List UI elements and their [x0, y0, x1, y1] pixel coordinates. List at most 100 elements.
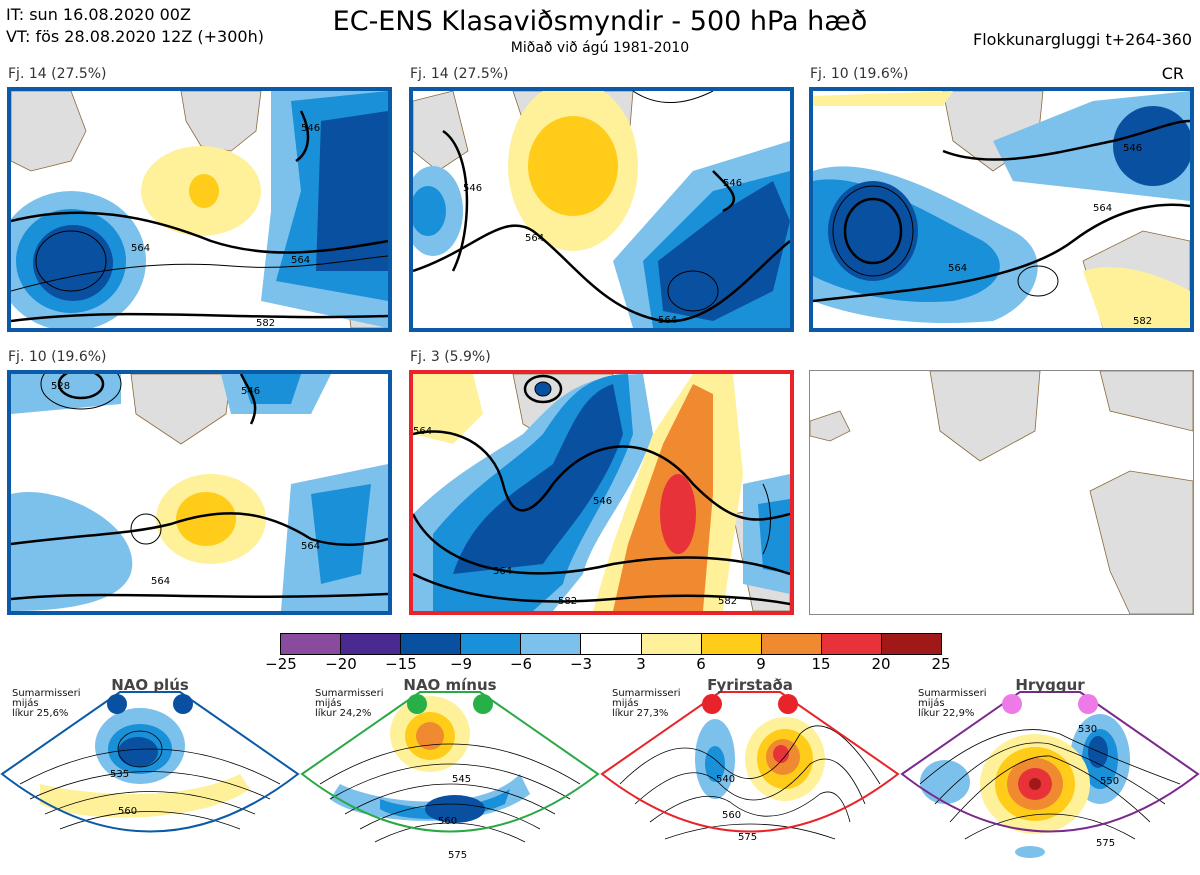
cluster-map-3: 564 564 546 582	[809, 87, 1194, 332]
svg-text:564: 564	[948, 263, 967, 274]
regime-1-contour-a: 535	[110, 769, 129, 780]
regime-3-period: mijás	[612, 698, 639, 709]
regime-text-4: Sumarmisseri mijás líkur 22,9%	[918, 689, 986, 719]
regime-1-contour-b: 560	[118, 806, 137, 817]
colorbar-tick-label: 25	[931, 655, 951, 673]
svg-text:582: 582	[256, 318, 275, 328]
regime-1-probability: líkur 25,6%	[12, 708, 69, 719]
regime-4-dot-right	[1078, 694, 1098, 714]
svg-text:546: 546	[301, 123, 320, 134]
svg-text:564: 564	[151, 576, 170, 587]
colorbar-tick-label: −20	[325, 655, 357, 673]
regime-2-period: mijás	[315, 698, 342, 709]
colorbar-segment	[521, 634, 582, 654]
regime-3-season: Sumarmisseri	[612, 688, 681, 699]
cluster-map-5: 564 546 564 582 582	[409, 370, 794, 615]
regime-4-contour-b: 550	[1100, 776, 1119, 787]
regime-title-1: NAO plús	[111, 676, 189, 694]
regime-4-season: Sumarmisseri	[918, 688, 987, 699]
colorbar-tick-label: −3	[569, 655, 593, 673]
svg-text:546: 546	[1123, 143, 1142, 154]
svg-text:564: 564	[291, 255, 310, 266]
regime-2-contour-a: 545	[452, 774, 471, 785]
regime-nao-plus-map: 535 560	[0, 691, 300, 833]
regime-3-contour-a: 540	[716, 774, 735, 785]
regime-3-contour-b: 560	[722, 810, 741, 821]
svg-text:546: 546	[593, 496, 612, 507]
base-map	[809, 370, 1194, 615]
colorbar-segment	[821, 634, 882, 654]
colorbar-tick-label: −25	[265, 655, 297, 673]
regime-2-dot-right	[473, 694, 493, 714]
colorbar-segment	[341, 634, 402, 654]
svg-text:582: 582	[558, 596, 577, 607]
colorbar-tick-label: 15	[811, 655, 831, 673]
colorbar-tick-label: 6	[696, 655, 706, 673]
svg-text:564: 564	[131, 243, 150, 254]
svg-text:564: 564	[525, 233, 544, 244]
cluster-label-5: Fj. 3 (5.9%)	[410, 349, 491, 365]
classification-window: Flokkunargluggi t+264-360	[973, 30, 1192, 49]
regime-4-contour-a: 530	[1078, 724, 1097, 735]
regime-4-period: mijás	[918, 698, 945, 709]
cluster-label-1: Fj. 14 (27.5%)	[8, 66, 107, 82]
regime-1-period: mijás	[12, 698, 39, 709]
regime-ridge-map: 530 550 575	[900, 691, 1200, 858]
colorbar-segment	[581, 634, 642, 654]
cluster-map-2: 564 564 546 546	[409, 87, 794, 332]
cluster-label-4: Fj. 10 (19.6%)	[8, 349, 107, 365]
regime-1-dot-right	[173, 694, 193, 714]
colorbar-segment	[701, 634, 762, 654]
regime-text-3: Sumarmisseri mijás líkur 27,3%	[612, 689, 680, 719]
colorbar-tick-label: 20	[871, 655, 891, 673]
regime-3-dot-left	[702, 694, 722, 714]
header-times: IT: sun 16.08.2020 00Z VT: fös 28.08.202…	[6, 4, 264, 48]
svg-text:564: 564	[658, 315, 677, 326]
svg-text:582: 582	[1133, 316, 1152, 327]
svg-text:564: 564	[493, 566, 512, 577]
regime-title-4: Hryggur	[1015, 676, 1085, 694]
corner-label: CR	[1161, 64, 1184, 83]
regime-2-probability: líkur 24,2%	[315, 708, 372, 719]
regime-3-contour-c: 575	[738, 832, 757, 843]
regime-title-2: NAO mínus	[403, 676, 497, 694]
svg-text:528: 528	[51, 381, 70, 392]
cluster-map-4: 528 546 564 564	[7, 370, 392, 615]
regime-2-season: Sumarmisseri	[315, 688, 384, 699]
page-subtitle: Miðað við ágú 1981-2010	[510, 40, 690, 56]
svg-text:564: 564	[301, 541, 320, 552]
colorbar-tick-label: 3	[636, 655, 646, 673]
regime-2-contour-c: 575	[448, 850, 467, 861]
regime-nao-minus-map: 545 560 575	[300, 691, 600, 861]
regime-4-dot-left	[1002, 694, 1022, 714]
colorbar-segment	[281, 634, 342, 654]
regime-3-dot-right	[778, 694, 798, 714]
colorbar	[280, 633, 942, 655]
regime-text-2: Sumarmisseri mijás líkur 24,2%	[315, 689, 383, 719]
regime-row: 535 560 545 560 575	[0, 674, 1200, 871]
valid-time: VT: fös 28.08.2020 12Z (+300h)	[6, 27, 264, 46]
svg-text:564: 564	[1093, 203, 1112, 214]
svg-text:546: 546	[723, 178, 742, 189]
regime-text-1: Sumarmisseri mijás líkur 25,6%	[12, 689, 80, 719]
regime-blocking-map: 540 560 575	[600, 691, 900, 843]
regime-title-3: Fyrirstaða	[707, 676, 793, 694]
colorbar-tick-label: −9	[449, 655, 473, 673]
colorbar-segment	[401, 634, 462, 654]
colorbar-segment	[461, 634, 522, 654]
colorbar-tick-label: 9	[756, 655, 766, 673]
regime-4-probability: líkur 22,9%	[918, 708, 975, 719]
svg-text:564: 564	[413, 426, 432, 437]
svg-text:582: 582	[718, 596, 737, 607]
colorbar-tick-label: −6	[509, 655, 533, 673]
colorbar-segment	[761, 634, 822, 654]
colorbar-segment	[641, 634, 702, 654]
svg-text:546: 546	[463, 183, 482, 194]
regime-1-season: Sumarmisseri	[12, 688, 81, 699]
cluster-label-2: Fj. 14 (27.5%)	[410, 66, 509, 82]
regime-2-contour-b: 560	[438, 816, 457, 827]
initial-time: IT: sun 16.08.2020 00Z	[6, 5, 191, 24]
regime-4-contour-c: 575	[1096, 838, 1115, 849]
svg-text:546: 546	[241, 386, 260, 397]
regime-2-dot-left	[407, 694, 427, 714]
